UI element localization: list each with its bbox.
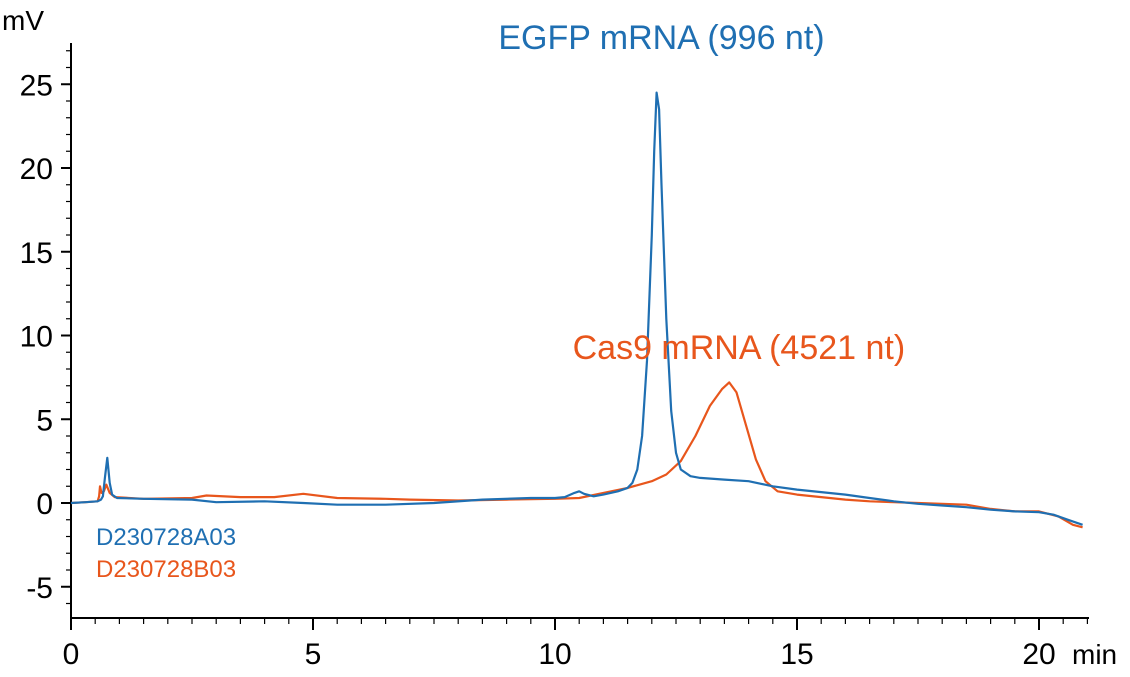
series-layer xyxy=(70,91,1083,529)
x-tick-label: 10 xyxy=(538,638,571,671)
y-tick-label: 15 xyxy=(20,237,53,270)
y-tick-label: 10 xyxy=(20,321,53,354)
x-unit-label: min xyxy=(1072,639,1117,670)
legend-entry-a03: D230728A03 xyxy=(96,524,236,551)
x-ticks: 0 5 10 15 20 xyxy=(63,618,1089,671)
x-tick-label: 5 xyxy=(305,638,322,671)
y-tick-label: 5 xyxy=(36,404,53,437)
y-ticks: -5 0 5 10 15 20 25 xyxy=(20,50,71,605)
y-tick-label: -5 xyxy=(26,572,53,605)
x-tick-label: 0 xyxy=(63,638,80,671)
y-tick-label: 0 xyxy=(36,488,53,521)
y-tick-label: 20 xyxy=(20,153,53,186)
cas9-peak-annotation: Cas9 mRNA (4521 nt) xyxy=(573,329,906,367)
egfp-peak-annotation: EGFP mRNA (996 nt) xyxy=(498,19,824,57)
series-line-D230728A03 xyxy=(70,91,1083,526)
y-unit-label: mV xyxy=(2,5,44,36)
x-tick-label: 20 xyxy=(1022,638,1055,671)
legend-entry-b03: D230728B03 xyxy=(96,556,236,583)
y-tick-label: 25 xyxy=(20,69,53,102)
x-tick-label: 15 xyxy=(780,638,813,671)
